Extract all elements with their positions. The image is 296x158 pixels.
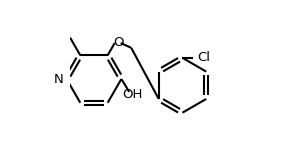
Text: OH: OH [123, 88, 143, 101]
Text: Cl: Cl [197, 51, 210, 64]
Text: O: O [113, 36, 124, 49]
Text: N: N [53, 73, 63, 85]
